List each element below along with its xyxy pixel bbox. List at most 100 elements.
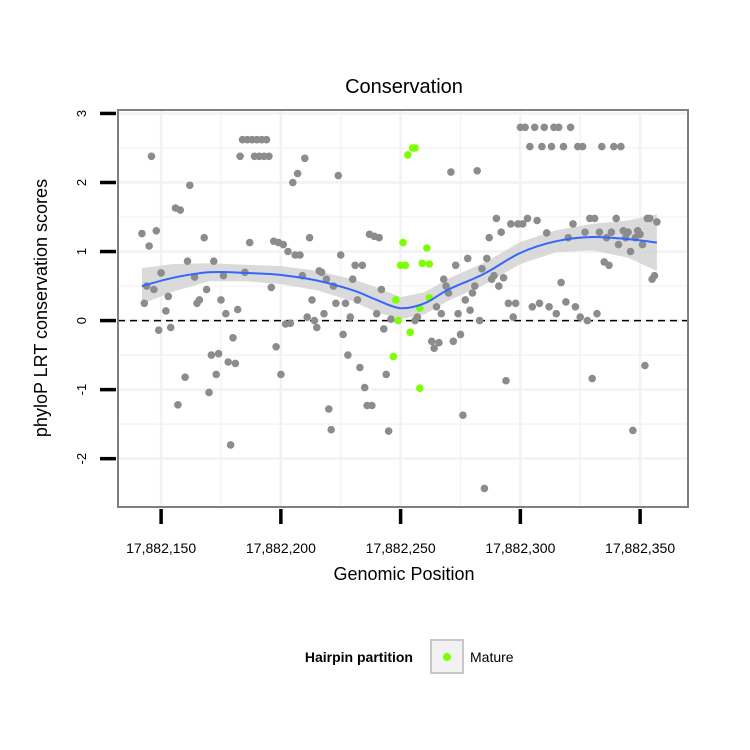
data-point [473,167,482,175]
data-point [495,282,503,290]
data-point [478,265,486,273]
data-point [545,303,553,311]
data-point [430,344,438,353]
legend-title: Hairpin partition [305,649,413,665]
data-point [272,343,280,351]
mature-point [425,260,434,268]
legend-key-point [443,653,451,661]
data-point [305,233,314,242]
data-point [447,168,455,176]
data-point [588,374,596,383]
x-tick-label: 17,882,200 [246,540,316,556]
data-point [432,303,441,311]
data-point [442,282,450,290]
data-point [511,299,520,308]
y-tick-label: 1 [74,248,89,255]
data-point [456,330,465,339]
data-point [358,261,367,270]
data-point [327,425,336,434]
data-point [538,142,546,151]
data-point [521,123,529,132]
data-point [360,383,369,392]
data-point [595,228,604,236]
data-point [554,123,563,132]
data-point [612,214,620,223]
data-point [507,220,515,228]
data-point [427,337,436,346]
data-point [325,405,333,413]
data-point [617,142,625,151]
data-point [210,257,218,266]
data-point [138,229,146,238]
x-tick-label: 17,882,250 [366,540,436,556]
data-point [265,152,273,161]
data-point [645,214,654,223]
mature-point [394,316,403,325]
data-point [499,274,508,282]
data-point [449,337,458,346]
data-point [492,214,501,223]
data-point [502,376,510,385]
data-point [610,142,618,151]
data-point [245,238,254,247]
data-point [339,330,347,339]
data-point [140,299,149,308]
data-point [387,315,395,324]
data-point [581,228,589,236]
mature-point [404,151,412,159]
data-point [636,230,644,239]
data-point [535,299,544,308]
data-point [351,261,359,270]
gridlines [118,110,688,507]
data-point [186,181,194,190]
y-tick-label: -1 [74,384,89,396]
y-axis: -2 -1 0 1 2 3 [74,110,116,464]
data-point [485,233,494,242]
data-point [459,411,467,420]
data-point [629,426,637,435]
data-point [353,296,362,304]
data-point [533,216,541,225]
data-point [624,228,632,236]
data-point [435,338,443,347]
mature-point [396,261,405,270]
data-point [463,254,472,263]
data-point [598,142,606,151]
data-point [480,484,489,493]
data-point [231,359,240,368]
data-point [202,285,211,294]
data-point [380,325,388,333]
data-point [557,278,565,287]
x-tick-label: 17,882,300 [485,540,555,556]
data-point [375,233,383,242]
data-point [222,309,230,318]
data-point [317,268,326,277]
panel-border [117,109,689,508]
data-point [653,218,661,226]
data-point [236,152,244,161]
mature-point [423,244,431,252]
data-point [528,303,537,311]
data-point [174,401,182,409]
data-point [454,309,462,318]
data-point [566,123,575,132]
data-point [562,298,570,306]
data-point [384,427,393,435]
data-point [576,313,584,321]
data-point [322,275,331,284]
data-point [212,370,220,379]
data-point [641,361,649,370]
data-point [303,313,312,321]
data-point [277,370,285,379]
data-point [336,251,345,259]
data-point [590,214,599,223]
data-point [509,313,517,321]
data-point [301,154,309,163]
data-point [578,142,587,151]
data-point [504,299,513,308]
data-point [439,275,448,284]
data-point [638,240,647,249]
data-point [583,316,592,325]
confidence-ribbon [141,214,657,320]
